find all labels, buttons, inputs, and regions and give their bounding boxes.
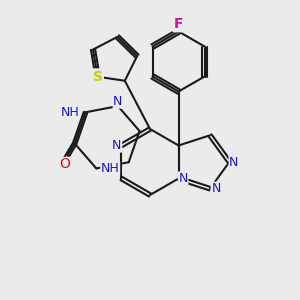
Text: N: N bbox=[211, 182, 221, 195]
Text: NH: NH bbox=[61, 106, 80, 119]
Text: NH: NH bbox=[101, 162, 120, 175]
Text: N: N bbox=[229, 155, 239, 169]
Text: N: N bbox=[112, 139, 122, 152]
Text: S: S bbox=[93, 70, 103, 84]
Text: N: N bbox=[113, 95, 123, 108]
Text: F: F bbox=[174, 17, 183, 31]
Text: N: N bbox=[178, 172, 188, 185]
Text: O: O bbox=[59, 158, 70, 172]
